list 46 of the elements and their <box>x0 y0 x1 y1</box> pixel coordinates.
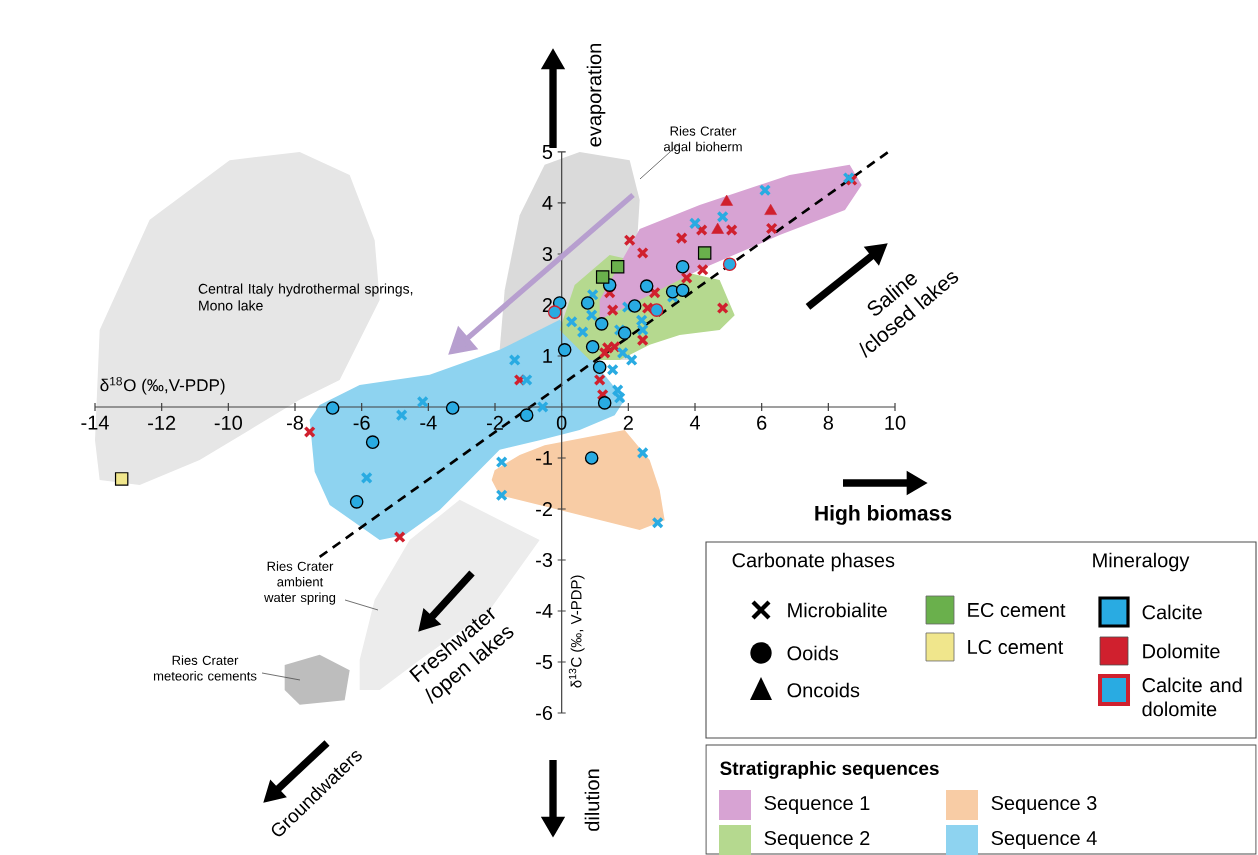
text: Stratigraphic sequences <box>720 761 939 779</box>
x-tick-label: -2 <box>486 415 503 430</box>
annotation: Ries Crater algal bioherm <box>663 126 742 154</box>
x-tick-label: -12 <box>148 415 176 430</box>
annotation: Microbialite <box>788 602 887 618</box>
annotation: Carbonate phases <box>732 552 895 572</box>
y-tick-label: -2 <box>536 501 552 516</box>
text: dilution <box>584 769 600 831</box>
text: evaporation <box>586 44 606 147</box>
y-tick-label: -4 <box>536 604 553 618</box>
legend-label: Sequence 2 <box>764 830 870 850</box>
y-tick-label: 1 <box>543 349 552 363</box>
x-tick-label: 6 <box>757 415 767 430</box>
y-tick-label: 4 <box>542 196 553 210</box>
annotation: Oncoids <box>787 682 860 698</box>
x-tick-label: -4 <box>420 415 437 430</box>
y-tick-label: -6 <box>536 705 553 721</box>
text: LC cement <box>968 639 1064 655</box>
legend-label: Sequence 4 <box>991 830 1097 850</box>
text: Mineralogy <box>1093 552 1190 572</box>
x-tick-label: -6 <box>353 415 370 430</box>
annotation: Ooids <box>787 645 839 661</box>
x-axis-title: δ$^{18}$O (‰,V-PDP) <box>100 376 225 395</box>
annotation: Central Italy hydrothermal springs, Mono lake <box>198 283 413 311</box>
x-tick-label: -8 <box>286 415 304 430</box>
y-tick-label: 3 <box>542 246 553 262</box>
x-tick-label: 8 <box>823 415 834 430</box>
x-tick-label: 4 <box>689 415 700 430</box>
legend-label: Sequence 1 <box>764 795 870 815</box>
text: Dolomite <box>1143 643 1220 659</box>
y-tick-label: -3 <box>536 552 553 568</box>
text: Calcite and dolomite <box>1142 677 1242 717</box>
y-tick-label: -1 <box>536 451 552 465</box>
annotation: Ries Crater meteoric cements <box>153 655 257 681</box>
annotation: High biomass <box>815 505 952 525</box>
legend-label: Sequence 3 <box>991 795 1097 815</box>
x-tick-label: -14 <box>81 415 109 430</box>
annotation: Ries Crater ambient water spring <box>264 561 336 605</box>
y-axis-title: δ$^{13}$C (‰, V-PDP) <box>568 575 585 688</box>
x-tick-label: 10 <box>885 415 906 430</box>
text: Calcite <box>1142 604 1202 620</box>
x-tick-label: 2 <box>623 415 633 430</box>
y-tick-label: 5 <box>542 145 553 159</box>
y-tick-label: -5 <box>536 655 553 669</box>
text: EC cement <box>968 602 1066 618</box>
x-tick-label: -10 <box>214 415 242 430</box>
